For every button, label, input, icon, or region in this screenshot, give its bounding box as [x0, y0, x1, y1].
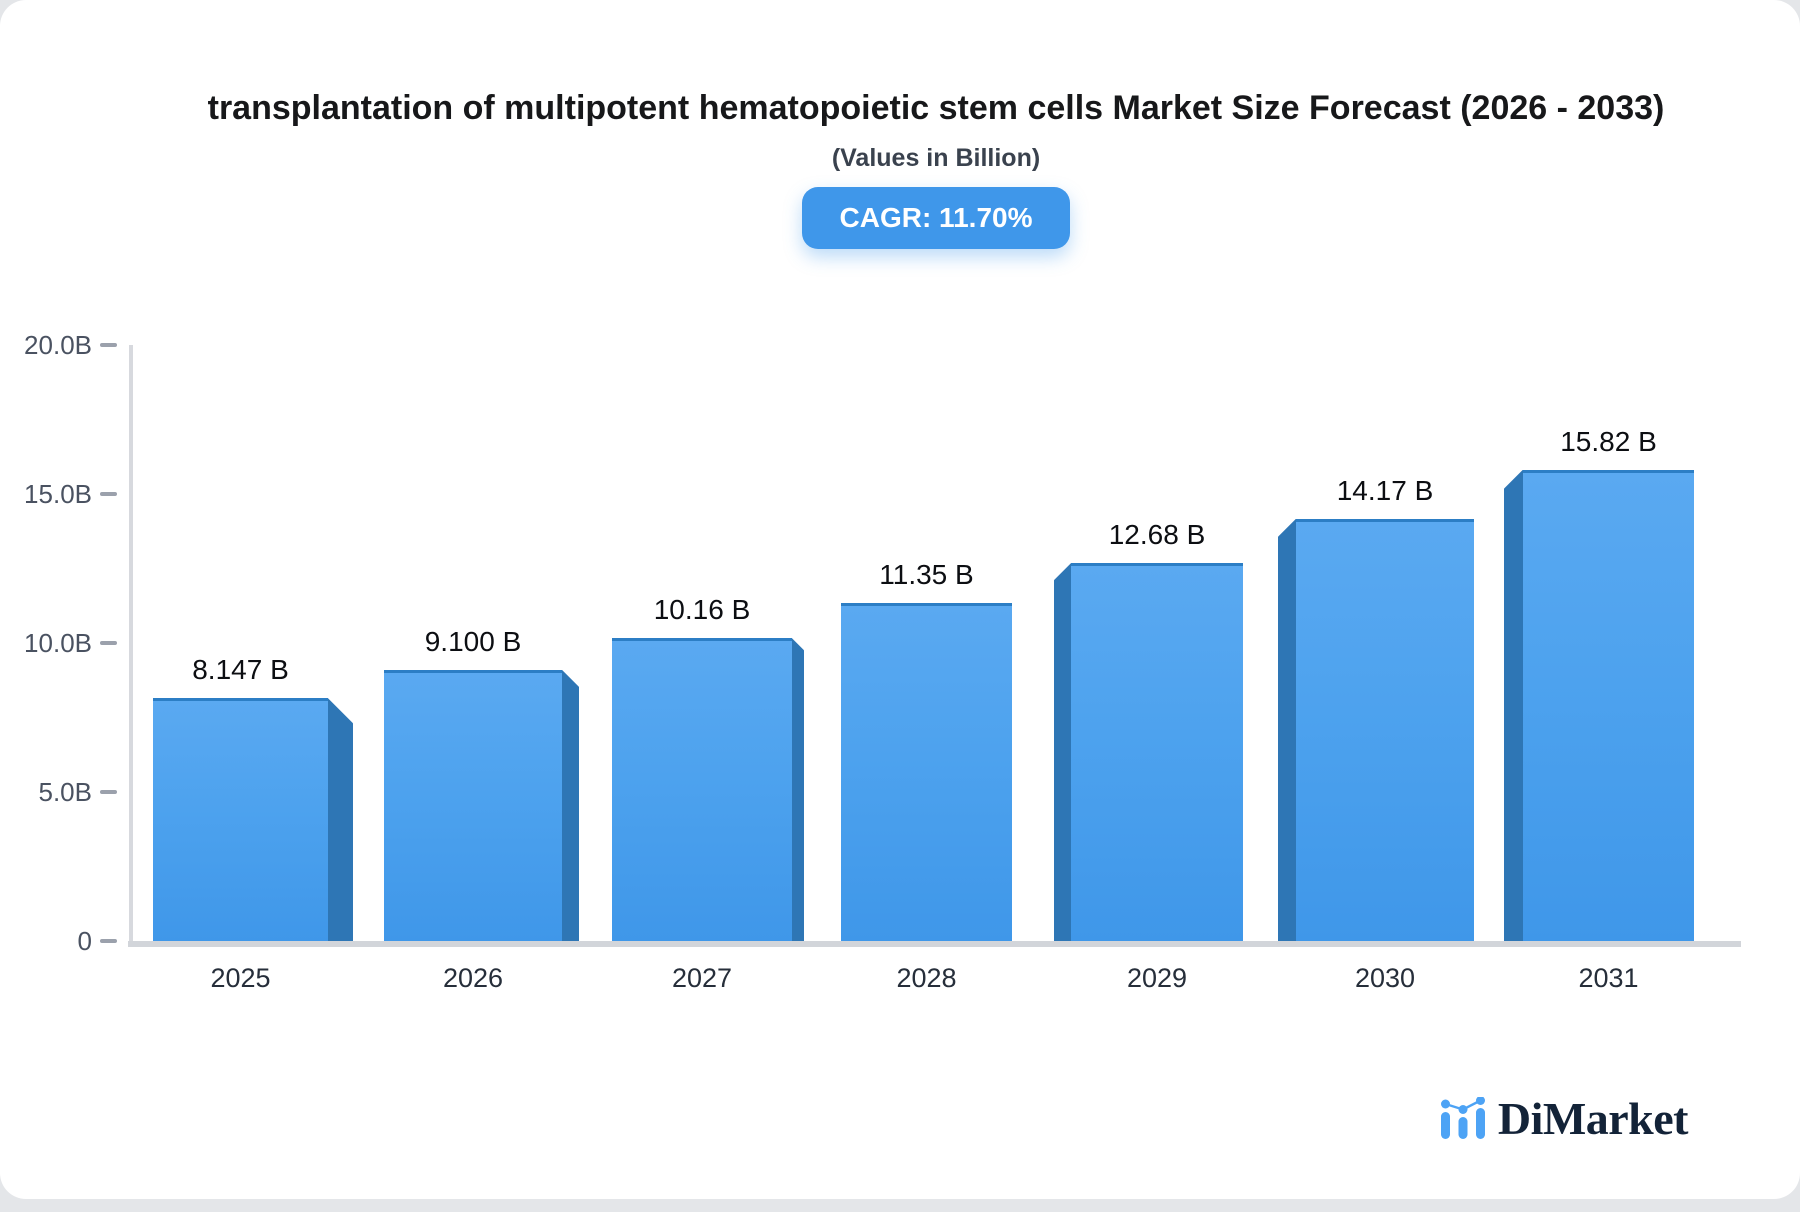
- bar-value-label: 15.82 B: [1560, 425, 1657, 457]
- y-tick-label: 20.0B: [24, 330, 92, 360]
- bar-value-label: 11.35 B: [879, 558, 974, 590]
- y-tick-mark: [100, 790, 117, 794]
- x-tick-label: 2029: [1126, 963, 1188, 993]
- y-axis-line: [129, 345, 133, 947]
- chart-title: transplantation of multipotent hematopoi…: [207, 89, 1665, 127]
- y-tick-mark: [100, 641, 117, 645]
- x-tick-label: 2031: [1578, 963, 1639, 993]
- y-tick-label: 15.0B: [24, 479, 92, 509]
- chart-subtitle: (Values in Billion): [831, 144, 1041, 173]
- dimarket-logo: DiMarket: [1440, 1092, 1689, 1145]
- x-axis-baseline: [128, 941, 1741, 947]
- x-tick-label: 2030: [1354, 963, 1416, 993]
- x-tick-label: 2027: [671, 963, 733, 993]
- bar-value-label: 8.147 B: [192, 654, 289, 686]
- bar-side-panel: [1054, 563, 1071, 941]
- bar-2029[interactable]: [1071, 563, 1243, 941]
- y-tick-label: 10.0B: [24, 628, 92, 658]
- bar-2030[interactable]: [1296, 518, 1474, 941]
- logo-text: DiMarket: [1497, 1093, 1689, 1144]
- x-tick-label: 2028: [896, 963, 957, 993]
- bar-chart-logo-icon: [1440, 1096, 1485, 1139]
- bar-side-panel: [328, 698, 353, 941]
- bar-side-panel: [1504, 469, 1523, 941]
- bar-value-label: 10.16 B: [653, 594, 751, 626]
- y-tick-mark: [100, 939, 117, 943]
- bar-2026[interactable]: [384, 669, 562, 941]
- bar-side-panel: [1278, 518, 1296, 941]
- bar-value-label: 14.17 B: [1336, 474, 1434, 506]
- y-tick-mark: [100, 492, 117, 496]
- x-tick-label: 2025: [210, 963, 271, 993]
- cagr-badge: CAGR: 11.70%: [801, 187, 1071, 250]
- y-tick-mark: [100, 343, 117, 347]
- chart-header: transplantation of multipotent hematopoi…: [130, 84, 1742, 250]
- bar-value-label: 9.100 B: [424, 625, 522, 657]
- bar-2028[interactable]: [841, 602, 1012, 941]
- bar-side-panel: [792, 638, 804, 941]
- bar-2025[interactable]: [153, 698, 328, 941]
- bar-2031[interactable]: [1523, 469, 1694, 941]
- bar-2027[interactable]: [612, 638, 792, 941]
- bar-side-panel: [562, 669, 579, 941]
- bar-value-label: 12.68 B: [1108, 519, 1206, 551]
- y-tick-label: 5.0B: [38, 777, 93, 807]
- y-tick-label: 0: [77, 926, 92, 956]
- x-tick-label: 2026: [442, 963, 504, 993]
